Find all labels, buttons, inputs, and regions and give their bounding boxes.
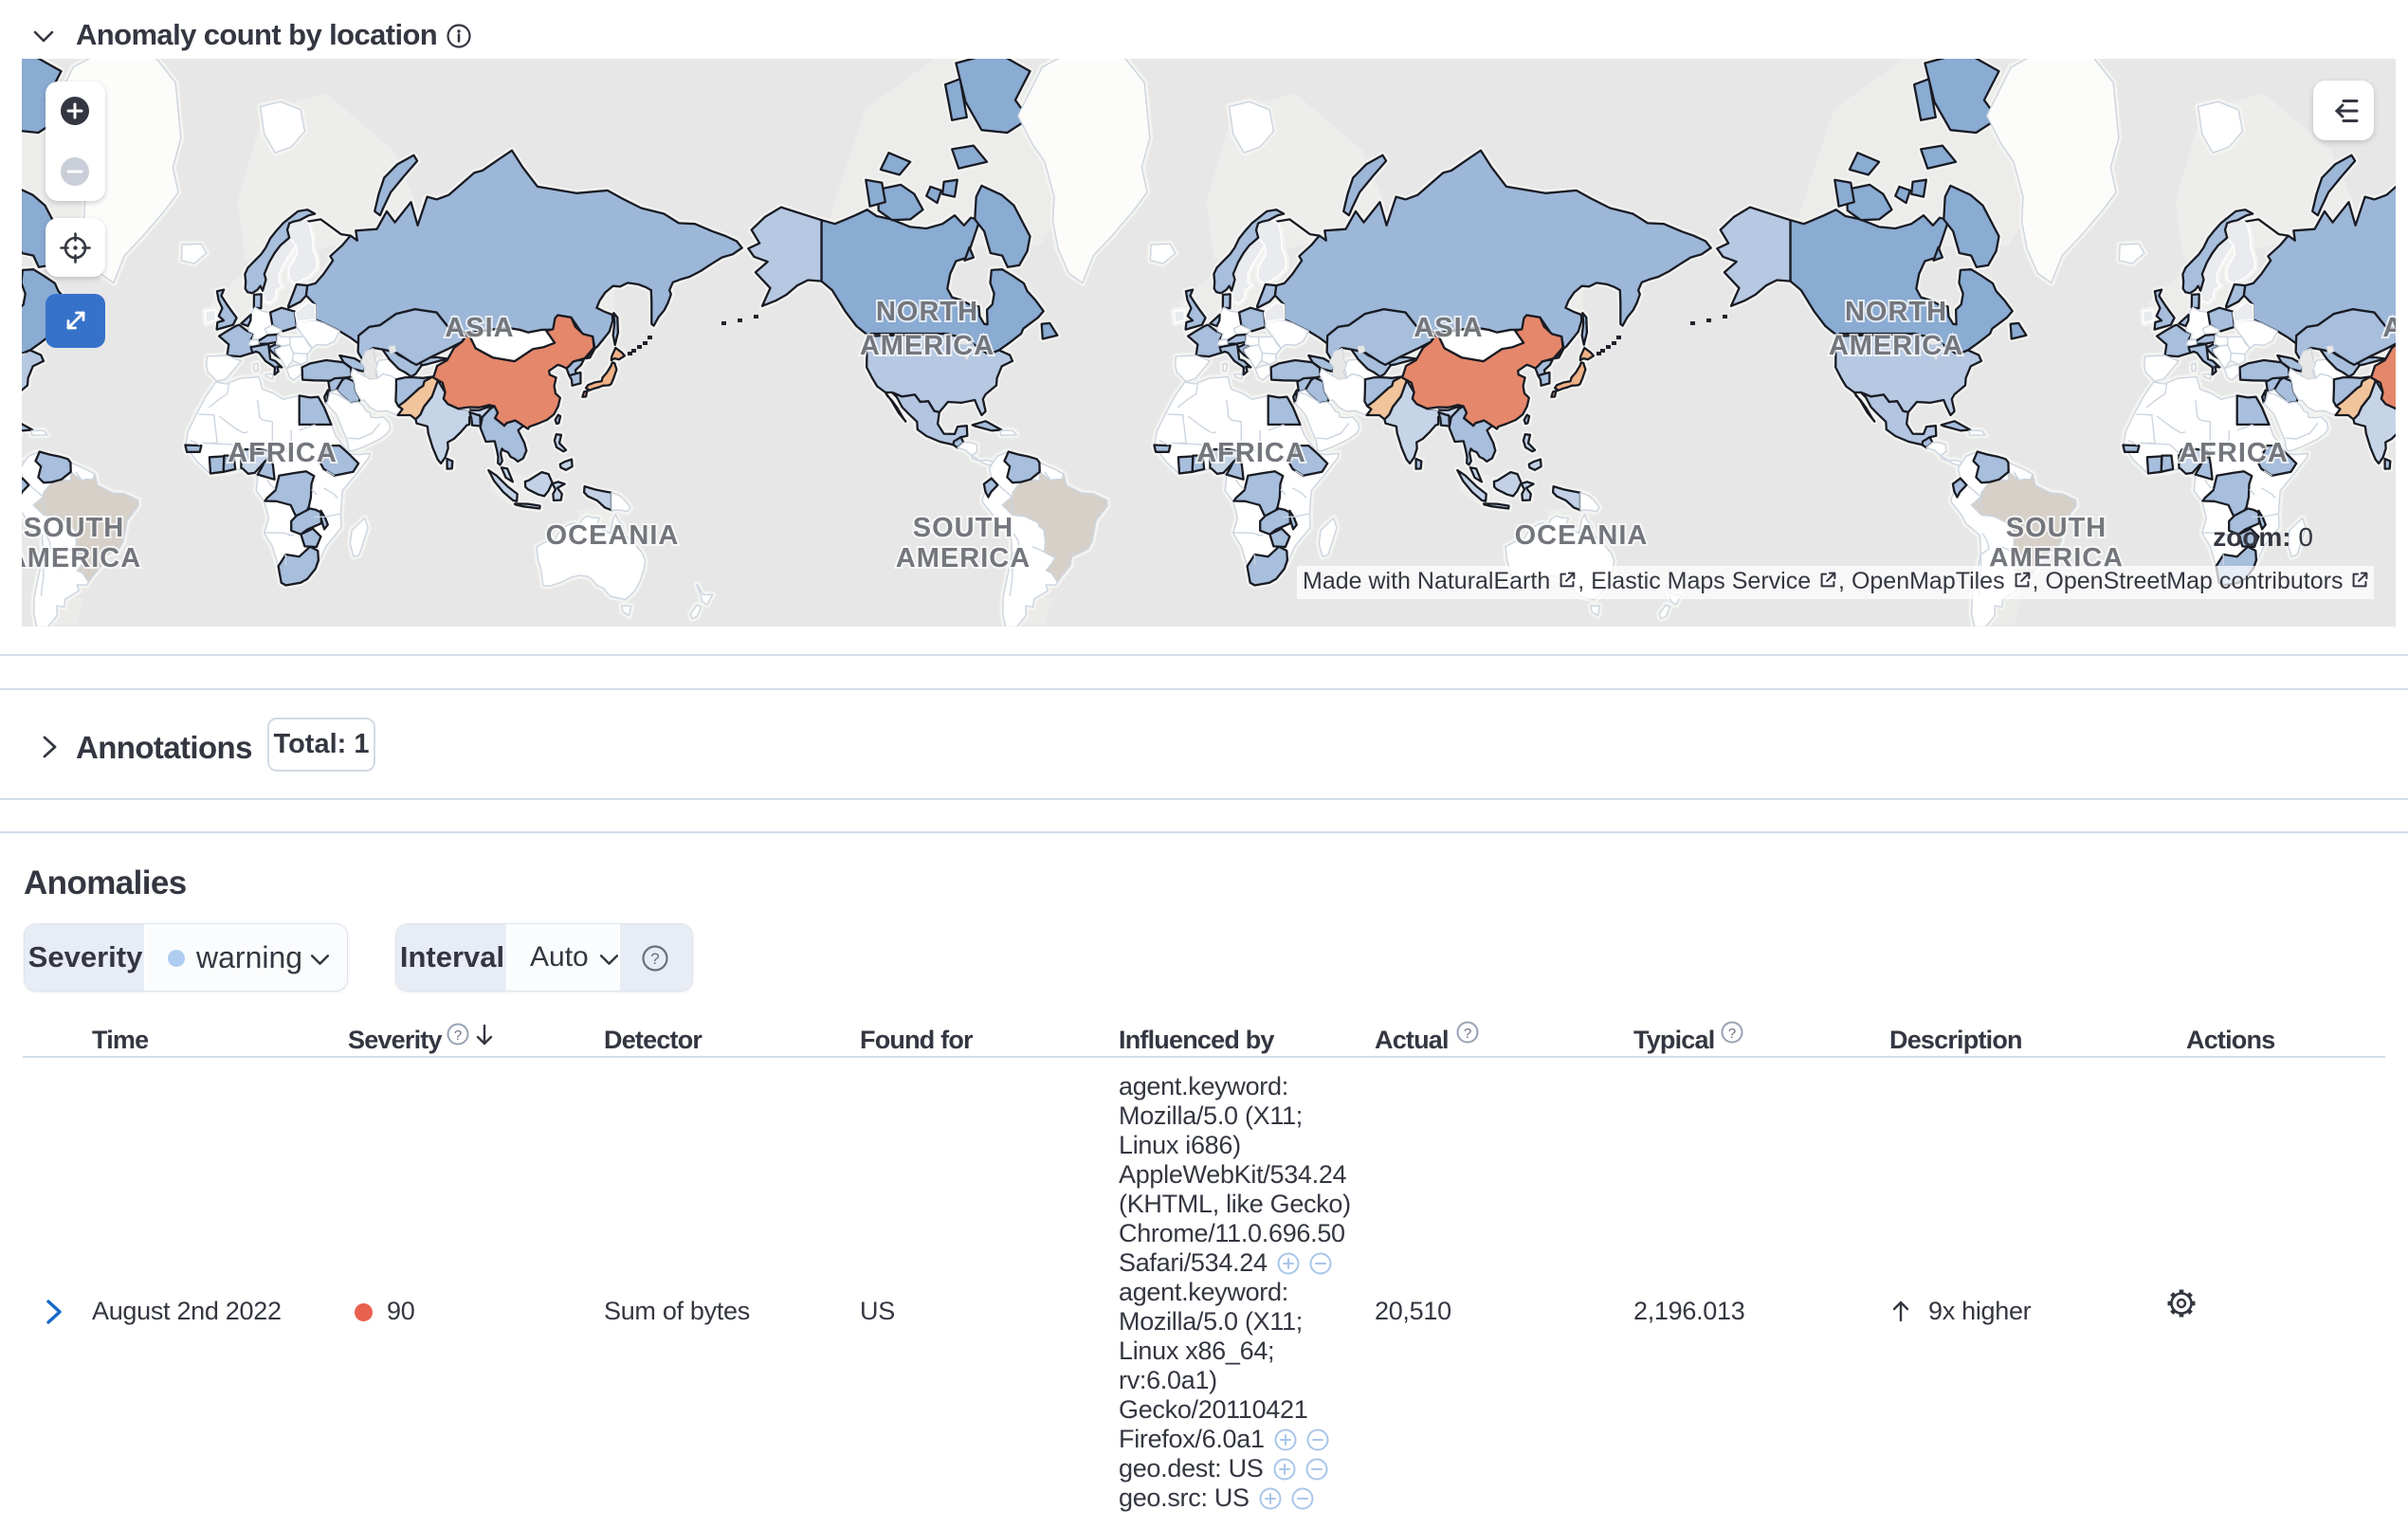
svg-text:NORTH: NORTH: [876, 297, 978, 327]
svg-text:NORTH: NORTH: [1845, 297, 1947, 327]
svg-text:ASIA: ASIA: [2382, 313, 2396, 343]
svg-text:AFRICA: AFRICA: [1196, 438, 1306, 468]
svg-text:AFRICA: AFRICA: [228, 438, 337, 468]
svg-text:AMERICA: AMERICA: [1829, 331, 1963, 361]
svg-text:AMERICA: AMERICA: [896, 543, 1031, 573]
svg-text:SOUTH: SOUTH: [913, 513, 1014, 543]
svg-text:OCEANIA: OCEANIA: [1515, 520, 1649, 551]
svg-text:?: ?: [650, 950, 659, 968]
svg-text:AMERICA: AMERICA: [860, 331, 994, 361]
svg-text:?: ?: [1728, 1026, 1736, 1042]
svg-text:AMERICA: AMERICA: [22, 543, 141, 573]
svg-text:OCEANIA: OCEANIA: [546, 520, 680, 551]
svg-text:SOUTH: SOUTH: [24, 513, 125, 543]
svg-text:?: ?: [454, 1028, 462, 1044]
svg-text:SOUTH: SOUTH: [2006, 513, 2107, 543]
svg-text:?: ?: [1464, 1026, 1471, 1042]
svg-text:ASIA: ASIA: [445, 313, 514, 343]
svg-text:AFRICA: AFRICA: [2179, 438, 2289, 468]
svg-text:ASIA: ASIA: [1414, 313, 1483, 343]
